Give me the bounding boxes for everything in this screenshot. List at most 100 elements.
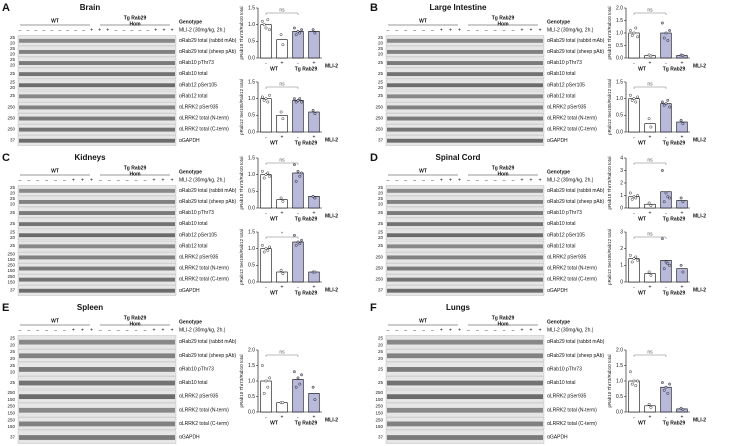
x-tick-label: + <box>649 60 652 66</box>
genotype-group: Tg Rab29 <box>492 15 515 21</box>
genotype-label: Genotype <box>179 169 202 175</box>
band-label: αLRRK2 total (C-term) <box>179 421 229 427</box>
blot-band <box>19 199 175 204</box>
band-label: αLRRK2 total (C-term) <box>547 127 597 133</box>
data-point <box>649 54 653 58</box>
mw-marker: 25 <box>10 57 16 62</box>
data-point <box>300 28 303 32</box>
mw-marker: 25 <box>10 243 16 248</box>
band-label: αLRRK2 pSer935 <box>179 254 219 260</box>
mw-marker: 150 <box>375 411 383 416</box>
blot-band <box>387 277 543 282</box>
blot-band <box>19 277 175 282</box>
y-tick-label: 2.0 <box>616 5 623 11</box>
data-point <box>268 174 271 178</box>
bar <box>308 31 320 59</box>
x-tick-label: + <box>313 414 316 420</box>
mw-marker: 20 <box>10 41 16 46</box>
y-tick-label: 1.5 <box>248 229 255 235</box>
bar <box>276 199 288 209</box>
band-label: αRab10 pThr73 <box>179 60 214 66</box>
panel-letter: D <box>370 152 378 164</box>
mw-marker: 37 <box>10 434 16 439</box>
mw-marker: 150 <box>7 397 15 402</box>
sig-bracket <box>265 86 299 89</box>
x-axis-title: MLI-2 <box>325 417 338 423</box>
y-tick-label: 1.5 <box>248 155 255 161</box>
data-point <box>662 200 666 204</box>
bar <box>660 32 672 59</box>
y-tick-label: 0.5 <box>248 113 255 119</box>
sig-bracket <box>265 12 299 15</box>
data-point <box>311 385 315 389</box>
y-tick-label: 0.0 <box>248 129 255 135</box>
band-label: αRab10 total <box>547 71 575 77</box>
panel-title: Kidneys <box>74 153 106 162</box>
blot-band <box>19 421 175 427</box>
band-label: αGAPDH <box>547 288 568 294</box>
data-point <box>266 385 270 389</box>
band-label: αRab12 total <box>179 93 207 99</box>
y-axis-title: pRab10 Thr73/Rab10 total <box>607 355 612 408</box>
data-point <box>630 260 634 264</box>
bar <box>676 121 688 133</box>
data-point <box>649 125 653 129</box>
data-point <box>268 376 271 380</box>
x-tick-label: - <box>265 210 267 216</box>
mw-marker: 25 <box>378 366 384 371</box>
y-tick-label: 0.5 <box>248 394 255 400</box>
mw-marker: 250 <box>375 417 383 422</box>
blot-band <box>19 188 175 193</box>
y-tick-label: 1.5 <box>248 5 255 11</box>
mw-marker: 250 <box>375 390 383 395</box>
mw-marker: 25 <box>10 35 16 40</box>
x-tick-label: - <box>633 134 635 140</box>
blot-band <box>19 380 175 386</box>
data-point <box>660 21 664 25</box>
blot-band <box>19 105 175 110</box>
mw-marker: 25 <box>378 380 384 385</box>
data-point <box>634 255 638 259</box>
x-tick-label: - <box>265 60 267 66</box>
y-tick-label: 0.5 <box>248 263 255 269</box>
x-tick-label: + <box>681 284 684 290</box>
y-tick-label: 0.5 <box>616 113 623 119</box>
data-point <box>647 201 651 205</box>
genotype-group: Tg Rab29 <box>124 165 147 171</box>
group-label: WT <box>638 420 646 426</box>
mw-marker: 20 <box>10 370 16 375</box>
x-tick-label: - <box>665 60 667 66</box>
y-axis-title: pRab12 Ser105/Rab12 total <box>239 79 244 135</box>
x-axis-title: MLI-2 <box>325 137 338 143</box>
data-point <box>664 260 668 264</box>
data-point <box>264 247 268 251</box>
mw-marker: 25 <box>378 35 384 40</box>
data-point <box>668 196 671 200</box>
mw-marker: 37 <box>378 434 384 439</box>
data-point <box>630 98 634 102</box>
y-tick-label: 4 <box>620 155 623 161</box>
group-label: WT <box>638 66 646 72</box>
band-label: αRab10 total <box>547 221 575 227</box>
data-point <box>681 54 685 57</box>
y-tick-label: 1.0 <box>616 96 623 102</box>
mw-marker: 20 <box>378 356 384 361</box>
data-point <box>679 196 683 200</box>
genotype-group: Hom <box>129 171 141 177</box>
genotype-label: Genotype <box>547 169 570 175</box>
mw-marker: 25 <box>10 71 16 76</box>
band-label: αGAPDH <box>547 435 568 441</box>
data-point <box>296 29 300 33</box>
data-point <box>266 248 270 252</box>
band-label: αRab29 total (sheep pAb) <box>179 199 236 205</box>
data-point <box>296 169 300 173</box>
band-label: αRab29 total (sheep pAb) <box>179 49 236 55</box>
mli-lanes: – – – – – – + + + – – – – – – + + + <box>387 27 542 33</box>
group-label: WT <box>270 290 278 296</box>
data-point <box>630 34 634 37</box>
sig-label: ns <box>647 231 653 237</box>
data-point <box>292 370 296 374</box>
band-label: αRab29 total (rabbit mAb) <box>179 339 237 345</box>
data-point <box>298 382 302 386</box>
x-tick-label: + <box>281 60 284 66</box>
